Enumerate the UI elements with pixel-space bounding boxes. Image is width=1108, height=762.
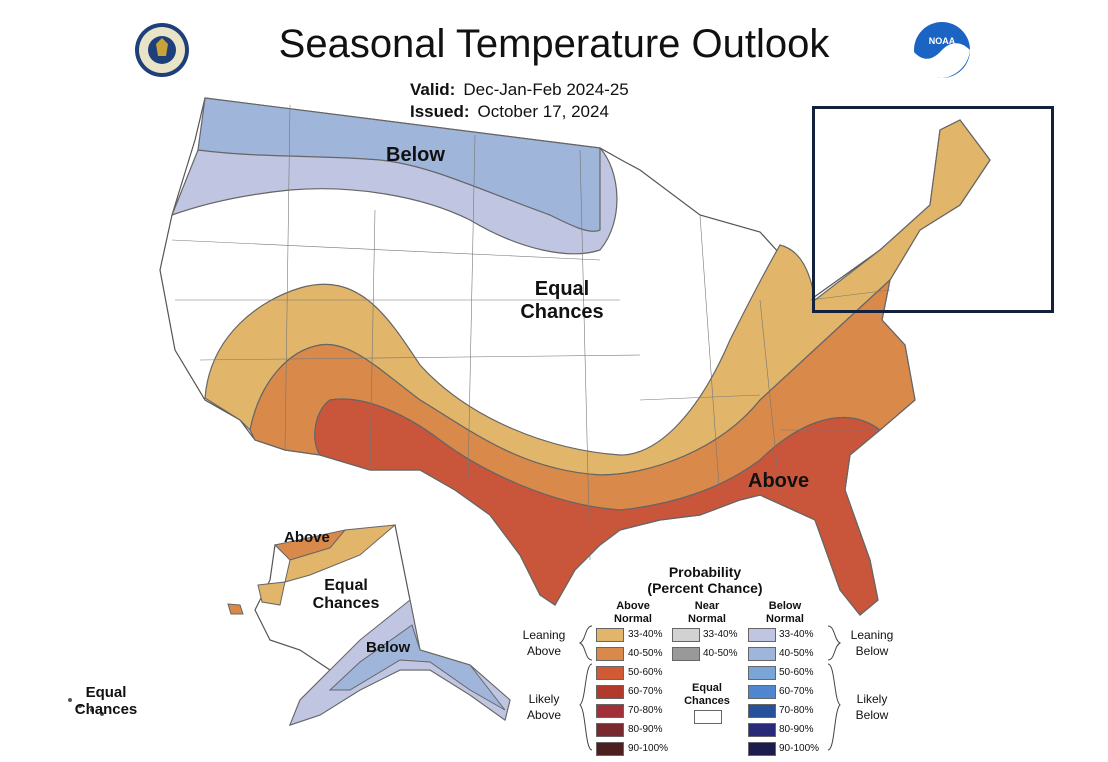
valid-label: Valid: — [410, 80, 456, 99]
legend-title-1: Probability — [668, 564, 742, 580]
legend-swatch-above-1 — [596, 647, 624, 661]
legend-range-above-6: 90-100% — [628, 743, 669, 754]
issued-value: October 17, 2024 — [477, 102, 609, 121]
legend-range-below-4: 70-80% — [779, 705, 814, 716]
label-below-north: Below — [386, 144, 445, 166]
legend-swatch-above-0 — [596, 628, 624, 642]
legend-head-near-1: Near — [694, 600, 720, 612]
legend-swatch-above-5 — [596, 723, 624, 737]
legend-head-near-2: Normal — [688, 612, 726, 625]
legend-range-near-0: 33-40% — [703, 629, 738, 640]
alaska-above-33-40 — [284, 524, 397, 583]
legend-likely-above-2: Above — [526, 707, 562, 722]
legend-swatch-below-3 — [748, 685, 776, 699]
legend-swatch-below-6 — [748, 742, 776, 756]
legend-range-above-1: 40-50% — [628, 648, 663, 659]
legend-swatch-below-0 — [748, 628, 776, 642]
legend-likely-below: Likely Below — [840, 692, 904, 723]
hawaii-islands — [68, 698, 104, 716]
legend-range-below-2: 50-60% — [779, 667, 814, 678]
legend-range-above-3: 60-70% — [628, 686, 663, 697]
label-ak-above: Above — [284, 529, 330, 546]
alaska-below-33-40 — [289, 599, 511, 726]
legend-equal-chances-1: Equal — [692, 682, 722, 694]
legend-head-above-2: Normal — [614, 612, 652, 625]
legend-head-below-2: Normal — [766, 612, 804, 625]
label-equal-center-2: Chances — [520, 301, 604, 323]
valid-line: Valid: Dec-Jan-Feb 2024-25 — [410, 80, 629, 100]
issued-line: Issued: October 17, 2024 — [410, 102, 609, 122]
legend-head-near: Near Normal — [672, 600, 742, 625]
label-equal-center-1: Equal — [534, 278, 590, 300]
legend-equal-chances: Equal Chances — [672, 682, 742, 707]
issued-label: Issued: — [410, 102, 470, 121]
legend-swatch-above-6 — [596, 742, 624, 756]
valid-value: Dec-Jan-Feb 2024-25 — [463, 80, 629, 99]
legend-likely-below-2: Below — [855, 707, 889, 722]
legend-head-below: Below Normal — [750, 600, 820, 625]
legend-leaning-above: Leaning Above — [512, 628, 576, 659]
doc-seal-icon — [135, 23, 189, 77]
legend-range-above-2: 50-60% — [628, 667, 663, 678]
state-lines — [171, 104, 891, 561]
noaa-logo-icon: NOAA — [914, 22, 970, 78]
legend-likely-above: Likely Above — [512, 692, 576, 723]
legend-range-below-1: 40-50% — [779, 648, 814, 659]
legend-range-below-6: 90-100% — [779, 743, 820, 754]
legend-swatch-near-1 — [672, 647, 700, 661]
label-ak-equal: Equal Chances — [308, 577, 384, 614]
legend-swatch-below-1 — [748, 647, 776, 661]
legend-leaning-below-2: Below — [855, 643, 889, 658]
legend-head-above: Above Normal — [598, 600, 668, 625]
legend-range-above-4: 70-80% — [628, 705, 663, 716]
legend-swatch-above-2 — [596, 666, 624, 680]
legend-range-below-5: 80-90% — [779, 724, 814, 735]
legend-swatch-below-5 — [748, 723, 776, 737]
northeast-highlight-box — [812, 106, 1054, 313]
legend-title-2: (Percent Chance) — [647, 580, 763, 596]
label-hi-equal-1: Equal — [85, 684, 127, 701]
label-hi-equal-2: Chances — [74, 701, 138, 719]
legend-range-above-0: 33-40% — [628, 629, 663, 640]
alaska-island — [227, 603, 244, 615]
below-40-50-region — [197, 97, 601, 232]
alaska-west-above — [257, 581, 286, 606]
legend-equal-chances-2: Chances — [684, 694, 730, 707]
noaa-logo-text: NOAA — [929, 36, 956, 46]
legend-title: Probability (Percent Chance) — [620, 564, 790, 596]
label-equal-center: Equal Chances — [512, 278, 612, 324]
legend-leaning-above-2: Above — [526, 643, 562, 658]
legend-swatch-equal — [694, 710, 722, 724]
legend-leaning-below: Leaning Below — [840, 628, 904, 659]
legend-swatch-above-4 — [596, 704, 624, 718]
legend-head-below-1: Below — [768, 600, 802, 612]
legend-range-near-1: 40-50% — [703, 648, 738, 659]
label-ak-equal-2: Chances — [312, 595, 380, 613]
legend-swatch-below-4 — [748, 704, 776, 718]
label-ak-equal-1: Equal — [324, 577, 368, 594]
legend-range-above-5: 80-90% — [628, 724, 663, 735]
alaska-below-40-50 — [328, 624, 506, 711]
label-above-south: Above — [748, 470, 810, 492]
page-title: Seasonal Temperature Outlook — [278, 22, 830, 66]
label-hi-equal: Equal Chances — [68, 684, 144, 719]
legend-head-above-1: Above — [616, 600, 650, 612]
legend-swatch-near-0 — [672, 628, 700, 642]
legend-likely-above-1: Likely — [528, 692, 560, 706]
legend-leaning-above-1: Leaning — [522, 628, 566, 642]
label-ak-below: Below — [366, 639, 411, 656]
above-50-60-region — [314, 398, 881, 616]
legend-swatch-below-2 — [748, 666, 776, 680]
legend-swatch-above-3 — [596, 685, 624, 699]
legend-likely-below-1: Likely — [856, 692, 888, 706]
legend-leaning-below-1: Leaning — [850, 628, 894, 642]
legend-range-below-3: 60-70% — [779, 686, 814, 697]
legend-range-below-0: 33-40% — [779, 629, 814, 640]
